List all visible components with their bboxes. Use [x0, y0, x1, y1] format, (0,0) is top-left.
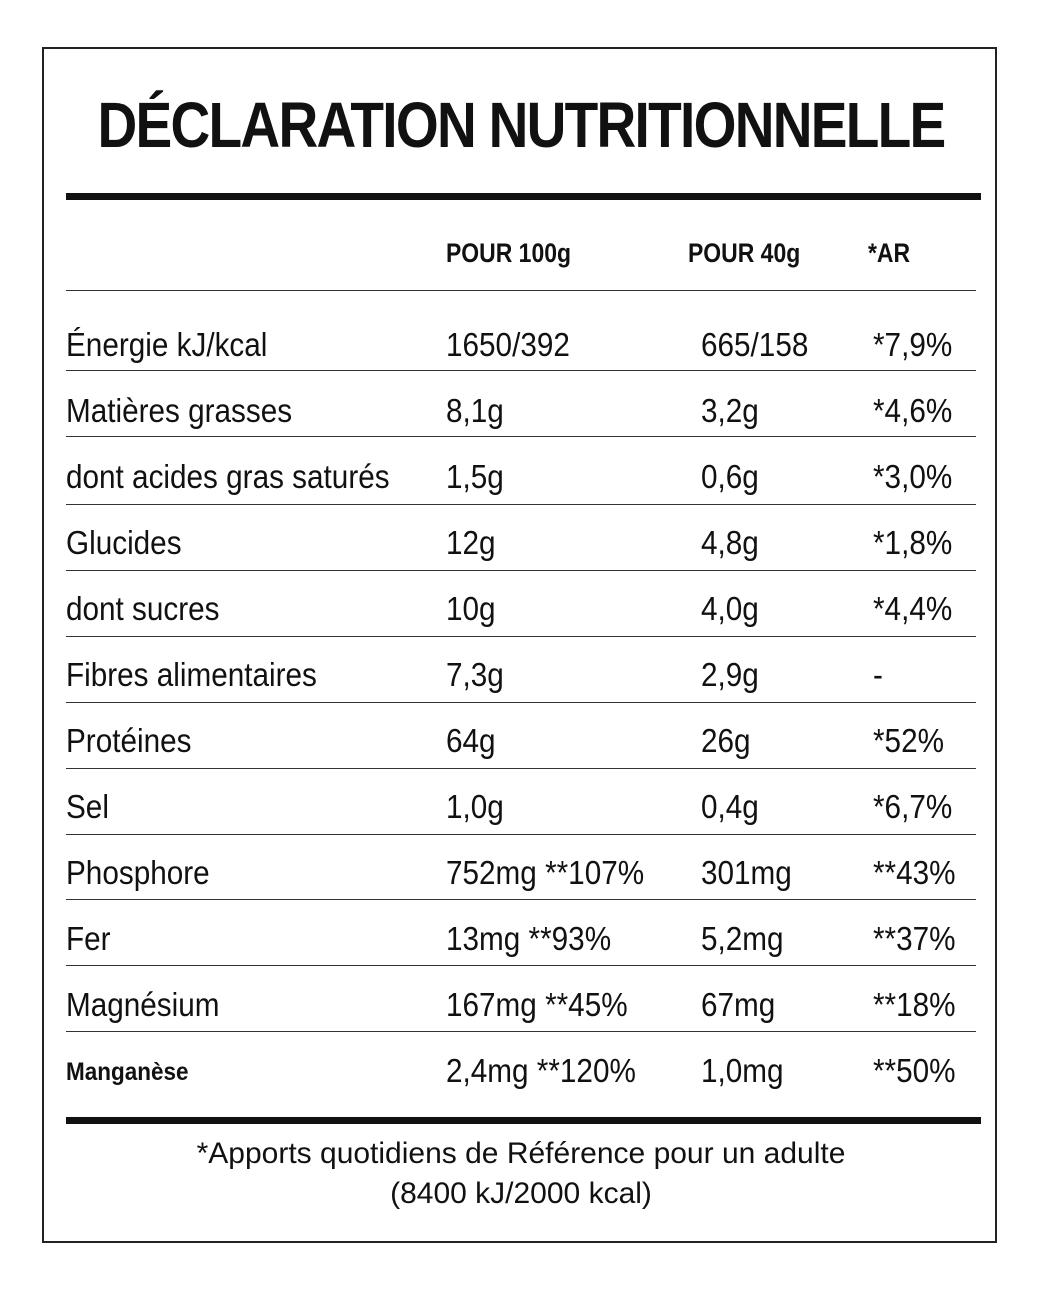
nutrient-name: Énergie kJ/kcal: [66, 326, 268, 363]
value-per-100g: 167mg **45%: [446, 986, 628, 1023]
row-divider: [66, 702, 976, 703]
value-per-100g: 1,5g: [446, 458, 504, 495]
table-row: dont acides gras saturés 1,5g 0,6g *3,0%: [66, 440, 976, 506]
row-divider: [66, 636, 976, 637]
page-title: DÉCLARATION NUTRITIONNELLE: [97, 89, 946, 161]
value-ar: *3,0%: [873, 458, 953, 495]
value-ar: *6,7%: [873, 788, 953, 825]
value-per-40g: 301mg: [701, 854, 792, 891]
row-divider: [66, 834, 976, 835]
value-per-40g: 4,8g: [701, 524, 759, 561]
value-ar: *4,4%: [873, 590, 953, 627]
header-per-40g: POUR 40g: [688, 238, 801, 268]
value-per-40g: 1,0mg: [701, 1052, 784, 1089]
footnote-line-2: (8400 kJ/2000 kcal): [390, 1177, 652, 1210]
value-per-40g: 0,4g: [701, 788, 759, 825]
value-ar: *4,6%: [873, 392, 953, 429]
table-row: Fer 13mg **93% 5,2mg **37%: [66, 902, 976, 968]
value-per-40g: 5,2mg: [701, 920, 784, 957]
value-per-100g: 7,3g: [446, 656, 504, 693]
header-ar: *AR: [868, 238, 911, 268]
nutrient-name: Phosphore: [66, 854, 210, 891]
table-row: Fibres alimentaires 7,3g 2,9g -: [66, 638, 976, 704]
table-row: Glucides 12g 4,8g *1,8%: [66, 506, 976, 572]
table-row: Énergie kJ/kcal 1650/392 665/158 *7,9%: [66, 308, 976, 374]
value-per-100g: 10g: [446, 590, 496, 627]
table-row: Magnésium 167mg **45% 67mg **18%: [66, 968, 976, 1034]
value-ar: *1,8%: [873, 524, 953, 561]
value-per-100g: 2,4mg **120%: [446, 1052, 636, 1089]
value-ar: -: [873, 656, 883, 693]
value-ar: **18%: [873, 986, 956, 1023]
nutrient-name: dont sucres: [66, 590, 220, 627]
value-per-40g: 2,9g: [701, 656, 759, 693]
table-row: Protéines 64g 26g *52%: [66, 704, 976, 770]
nutrient-name: Fibres alimentaires: [66, 656, 317, 693]
nutrient-name: Manganèse: [66, 1058, 189, 1086]
value-per-100g: 64g: [446, 722, 496, 759]
value-per-40g: 665/158: [701, 326, 809, 363]
nutrient-name: Matières grasses: [66, 392, 293, 429]
row-divider: [66, 436, 976, 437]
table-row: Manganèse 2,4mg **120% 1,0mg **50%: [66, 1034, 976, 1100]
value-per-40g: 4,0g: [701, 590, 759, 627]
value-ar: **50%: [873, 1052, 956, 1089]
value-ar: *7,9%: [873, 326, 953, 363]
nutrient-name: Magnésium: [66, 986, 220, 1023]
divider-top: [66, 193, 981, 200]
header-per-100g: POUR 100g: [446, 238, 572, 268]
table-row: Matières grasses 8,1g 3,2g *4,6%: [66, 374, 976, 440]
footnote-line-1: *Apports quotidiens de Référence pour un…: [196, 1137, 846, 1170]
nutrient-name: Protéines: [66, 722, 192, 759]
value-per-40g: 67mg: [701, 986, 776, 1023]
value-ar: *52%: [873, 722, 945, 759]
row-divider: [66, 504, 976, 505]
nutrition-panel: [42, 47, 997, 1243]
value-ar: **37%: [873, 920, 956, 957]
nutrient-name: Glucides: [66, 524, 182, 561]
divider-header: [66, 290, 976, 291]
nutrient-name: Sel: [66, 788, 109, 825]
row-divider: [66, 1031, 976, 1032]
value-per-100g: 12g: [446, 524, 496, 561]
value-per-100g: 13mg **93%: [446, 920, 612, 957]
row-divider: [66, 965, 976, 966]
table-row: Sel 1,0g 0,4g *6,7%: [66, 770, 976, 836]
value-per-40g: 26g: [701, 722, 751, 759]
table-row: Phosphore 752mg **107% 301mg **43%: [66, 836, 976, 902]
nutrient-name: Fer: [66, 920, 111, 957]
row-divider: [66, 899, 976, 900]
row-divider: [66, 370, 976, 371]
value-per-40g: 0,6g: [701, 458, 759, 495]
value-per-100g: 1,0g: [446, 788, 504, 825]
table-row: dont sucres 10g 4,0g *4,4%: [66, 572, 976, 638]
row-divider: [66, 768, 976, 769]
value-per-100g: 752mg **107%: [446, 854, 645, 891]
row-divider: [66, 570, 976, 571]
divider-bottom: [66, 1117, 981, 1124]
value-per-40g: 3,2g: [701, 392, 759, 429]
value-per-100g: 8,1g: [446, 392, 504, 429]
value-ar: **43%: [873, 854, 956, 891]
nutrient-name: dont acides gras saturés: [66, 458, 390, 495]
value-per-100g: 1650/392: [446, 326, 570, 363]
